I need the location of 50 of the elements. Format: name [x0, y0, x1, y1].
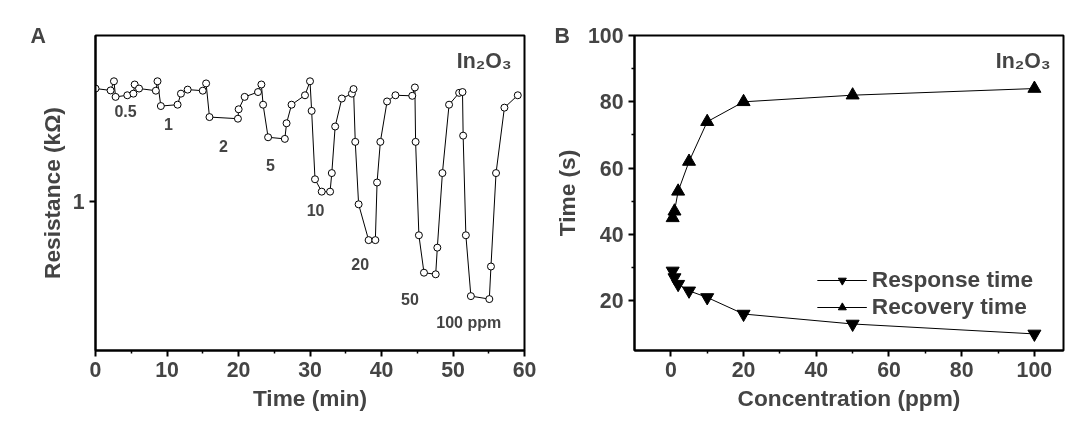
- annotation: 50: [401, 291, 419, 309]
- x-tick-label: 20: [226, 357, 251, 382]
- annotation: In₂O₃: [995, 48, 1051, 73]
- x-tick-label: 50: [441, 357, 465, 382]
- point: [736, 93, 751, 107]
- y-tick-label: 100: [587, 24, 624, 48]
- x-tick-label: 0: [89, 357, 102, 382]
- x-tick-label: 30: [298, 357, 322, 382]
- y-tick-label: 80: [599, 90, 624, 115]
- point: [845, 319, 860, 332]
- annotation: 10: [306, 202, 325, 220]
- x-tick-label: 60: [512, 357, 537, 382]
- point: [667, 203, 682, 216]
- point: [845, 87, 860, 100]
- x-axis-title: Concentration (ppm): [737, 384, 961, 411]
- text: B: [554, 24, 570, 48]
- point: [1027, 329, 1042, 342]
- text: 1: [72, 189, 85, 214]
- x-tick-label: 80: [949, 357, 974, 382]
- x-tick-label: 10: [155, 357, 179, 382]
- x-tick-label: 0: [664, 357, 677, 382]
- x-tick-label: 40: [369, 357, 394, 382]
- point: [700, 113, 715, 126]
- point: [682, 153, 697, 166]
- point: [671, 183, 686, 196]
- annotation: 20: [351, 255, 370, 273]
- x-tick-label: 60: [877, 357, 901, 382]
- annotation: 0.5: [114, 103, 137, 121]
- y-tick-label: 40: [599, 222, 624, 247]
- annotation: 2: [218, 137, 228, 155]
- point: [700, 293, 715, 306]
- x-tick-label: 100: [1016, 357, 1053, 382]
- text: In₂O₃: [456, 48, 512, 73]
- text: A: [30, 24, 46, 48]
- point: [736, 309, 751, 323]
- y-tick-label: 20: [599, 289, 624, 314]
- x-tick-label: 20: [731, 357, 756, 382]
- point: [671, 279, 686, 293]
- legend-label: Recovery time: [871, 293, 1027, 320]
- y-tick-label: 60: [599, 156, 624, 181]
- point: [1027, 80, 1042, 93]
- annotation: 5: [266, 156, 276, 174]
- annotation: 100 ppm: [436, 313, 502, 331]
- y-axis-title: Time (s): [553, 149, 580, 237]
- point: [682, 286, 697, 299]
- annotation: 1: [163, 115, 173, 133]
- x-tick-label: 40: [804, 357, 829, 382]
- x-axis-title: Time (min): [252, 384, 368, 411]
- legend-label: Response time: [871, 266, 1033, 293]
- y-axis-title: Resistance (kΩ): [38, 107, 65, 279]
